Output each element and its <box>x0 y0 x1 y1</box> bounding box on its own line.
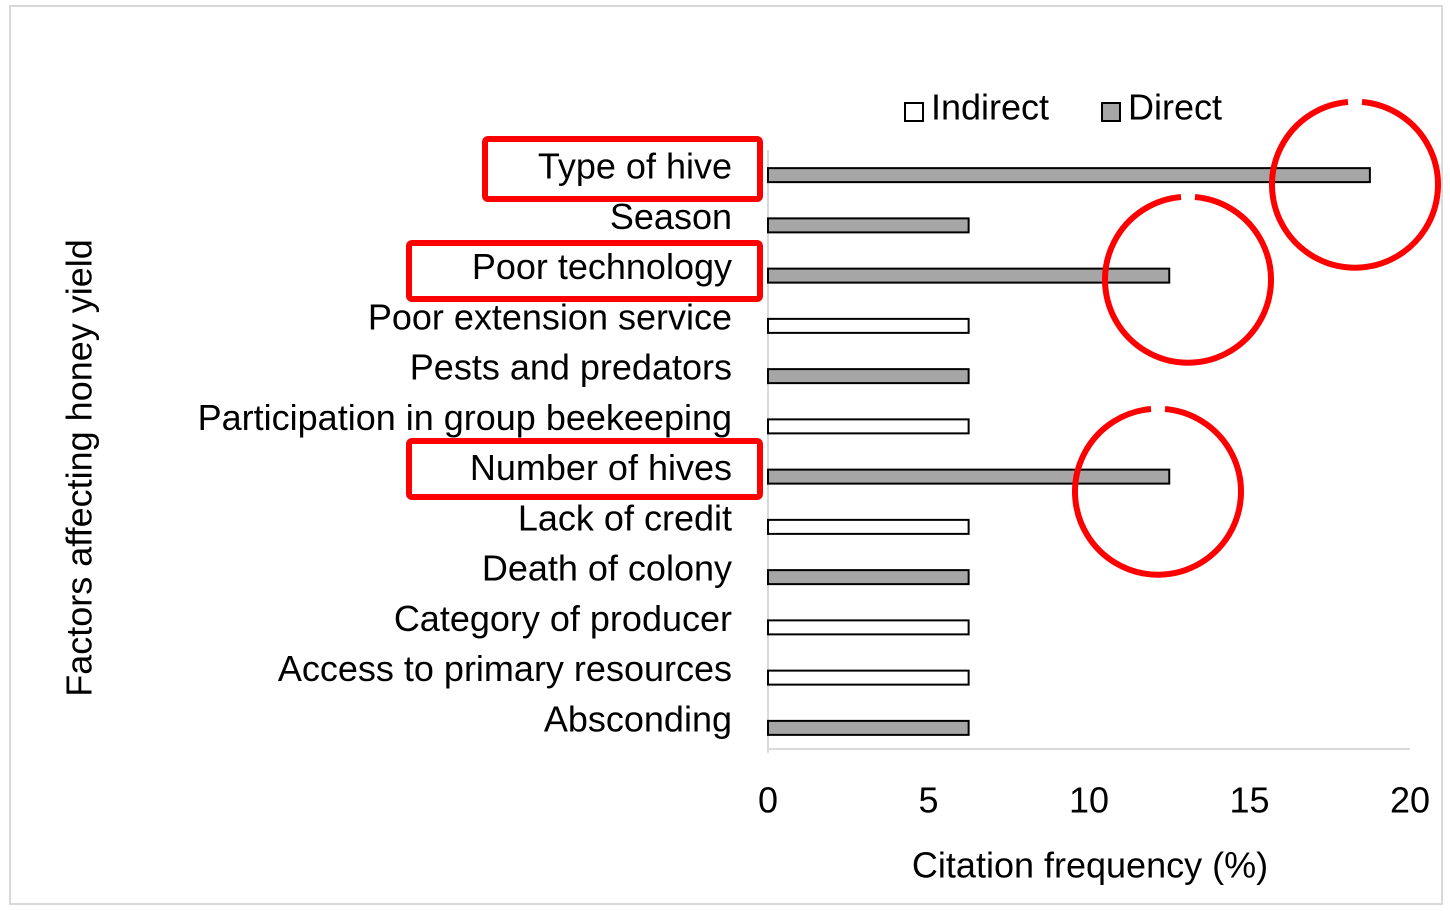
bar <box>767 518 970 535</box>
y-tick-label: Lack of credit <box>518 497 732 538</box>
x-tick-label: 15 <box>1229 780 1269 821</box>
y-tick-label: Type of hive <box>538 146 732 187</box>
y-tick-label: Category of producer <box>394 598 732 639</box>
y-tick-label: Absconding <box>544 698 732 739</box>
bar <box>767 167 1371 184</box>
legend-label: Direct <box>1128 87 1222 128</box>
bar <box>767 317 970 334</box>
highlight-circle <box>1269 99 1441 271</box>
x-tick-label: 0 <box>758 780 778 821</box>
y-tick-label: Season <box>610 196 732 237</box>
y-tick-label: Participation in group beekeeping <box>198 397 732 438</box>
highlight-box <box>482 136 763 202</box>
y-tick-label: Poor technology <box>472 246 732 287</box>
highlight-box <box>406 438 763 500</box>
x-tick-label: 20 <box>1390 780 1430 821</box>
y-tick-label: Poor extension service <box>368 296 732 337</box>
chart-frame <box>9 5 1443 905</box>
bar <box>767 418 970 435</box>
x-axis-title: Citation frequency (%) <box>912 845 1268 886</box>
annotations <box>406 99 1441 578</box>
bar <box>767 669 970 686</box>
highlight-circle <box>1072 406 1244 578</box>
bar <box>767 267 1171 284</box>
bar <box>767 368 970 385</box>
legend-swatch <box>1101 102 1121 122</box>
x-tick-label: 10 <box>1069 780 1109 821</box>
bar <box>767 719 970 736</box>
y-tick-label: Number of hives <box>470 447 732 488</box>
x-tick-label: 5 <box>918 780 938 821</box>
highlight-circle <box>1102 194 1274 366</box>
bar <box>767 619 970 636</box>
legend-swatch <box>904 102 924 122</box>
y-tick-label: Death of colony <box>482 548 732 589</box>
bar <box>767 569 970 586</box>
bar <box>767 468 1171 485</box>
y-tick-label: Access to primary resources <box>278 648 732 689</box>
y-tick-label: Pests and predators <box>410 347 732 388</box>
highlight-box <box>406 240 763 302</box>
bar <box>767 217 970 234</box>
legend-label: Indirect <box>931 87 1049 128</box>
y-axis-title: Factors affecting honey yield <box>59 239 100 697</box>
